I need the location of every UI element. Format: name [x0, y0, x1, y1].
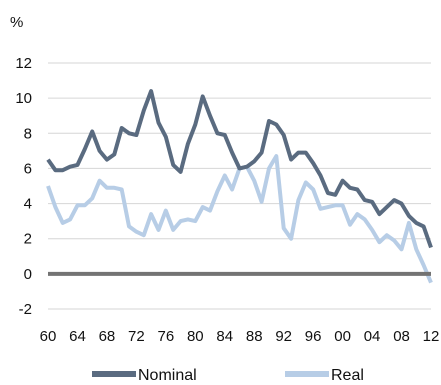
series-line-real: [46, 154, 433, 284]
series-lines: [46, 89, 433, 284]
series-line-nominal: [46, 89, 433, 249]
y-tick-label: 10: [15, 90, 32, 107]
x-tick-label: 04: [364, 328, 381, 345]
x-tick-label: 68: [99, 328, 116, 345]
x-tick-label: 84: [216, 328, 233, 345]
x-tick-label: 72: [128, 328, 145, 345]
x-tick-label: 60: [40, 328, 57, 345]
y-axis-unit-label: %: [10, 14, 23, 31]
legend-real-label: Real: [331, 367, 364, 384]
y-tick-label: 8: [24, 125, 32, 142]
legend-nominal-label: Nominal: [138, 367, 197, 384]
x-tick-label: 96: [305, 328, 322, 345]
y-axis-ticks: -2 0 2 4 6 8 10 12: [15, 55, 32, 318]
x-tick-label: 12: [423, 328, 440, 345]
y-tick-label: 2: [24, 231, 32, 248]
y-tick-label: 0: [24, 266, 32, 283]
legend: Nominal Real: [92, 367, 364, 384]
x-tick-label: 80: [187, 328, 204, 345]
y-tick-label: 6: [24, 160, 32, 177]
y-tick-label: 4: [24, 196, 32, 213]
x-tick-label: 88: [246, 328, 263, 345]
x-tick-label: 92: [275, 328, 292, 345]
x-tick-label: 08: [393, 328, 410, 345]
x-tick-label: 64: [69, 328, 86, 345]
y-tick-label: 12: [15, 55, 32, 72]
x-tick-label: 76: [158, 328, 175, 345]
gridlines: [48, 62, 431, 310]
x-tick-label: 00: [334, 328, 351, 345]
y-tick-label: -2: [19, 301, 32, 318]
x-axis-ticks: 60 64 68 72 76 80 84 88 92 96 00 04 08 12: [40, 328, 440, 345]
